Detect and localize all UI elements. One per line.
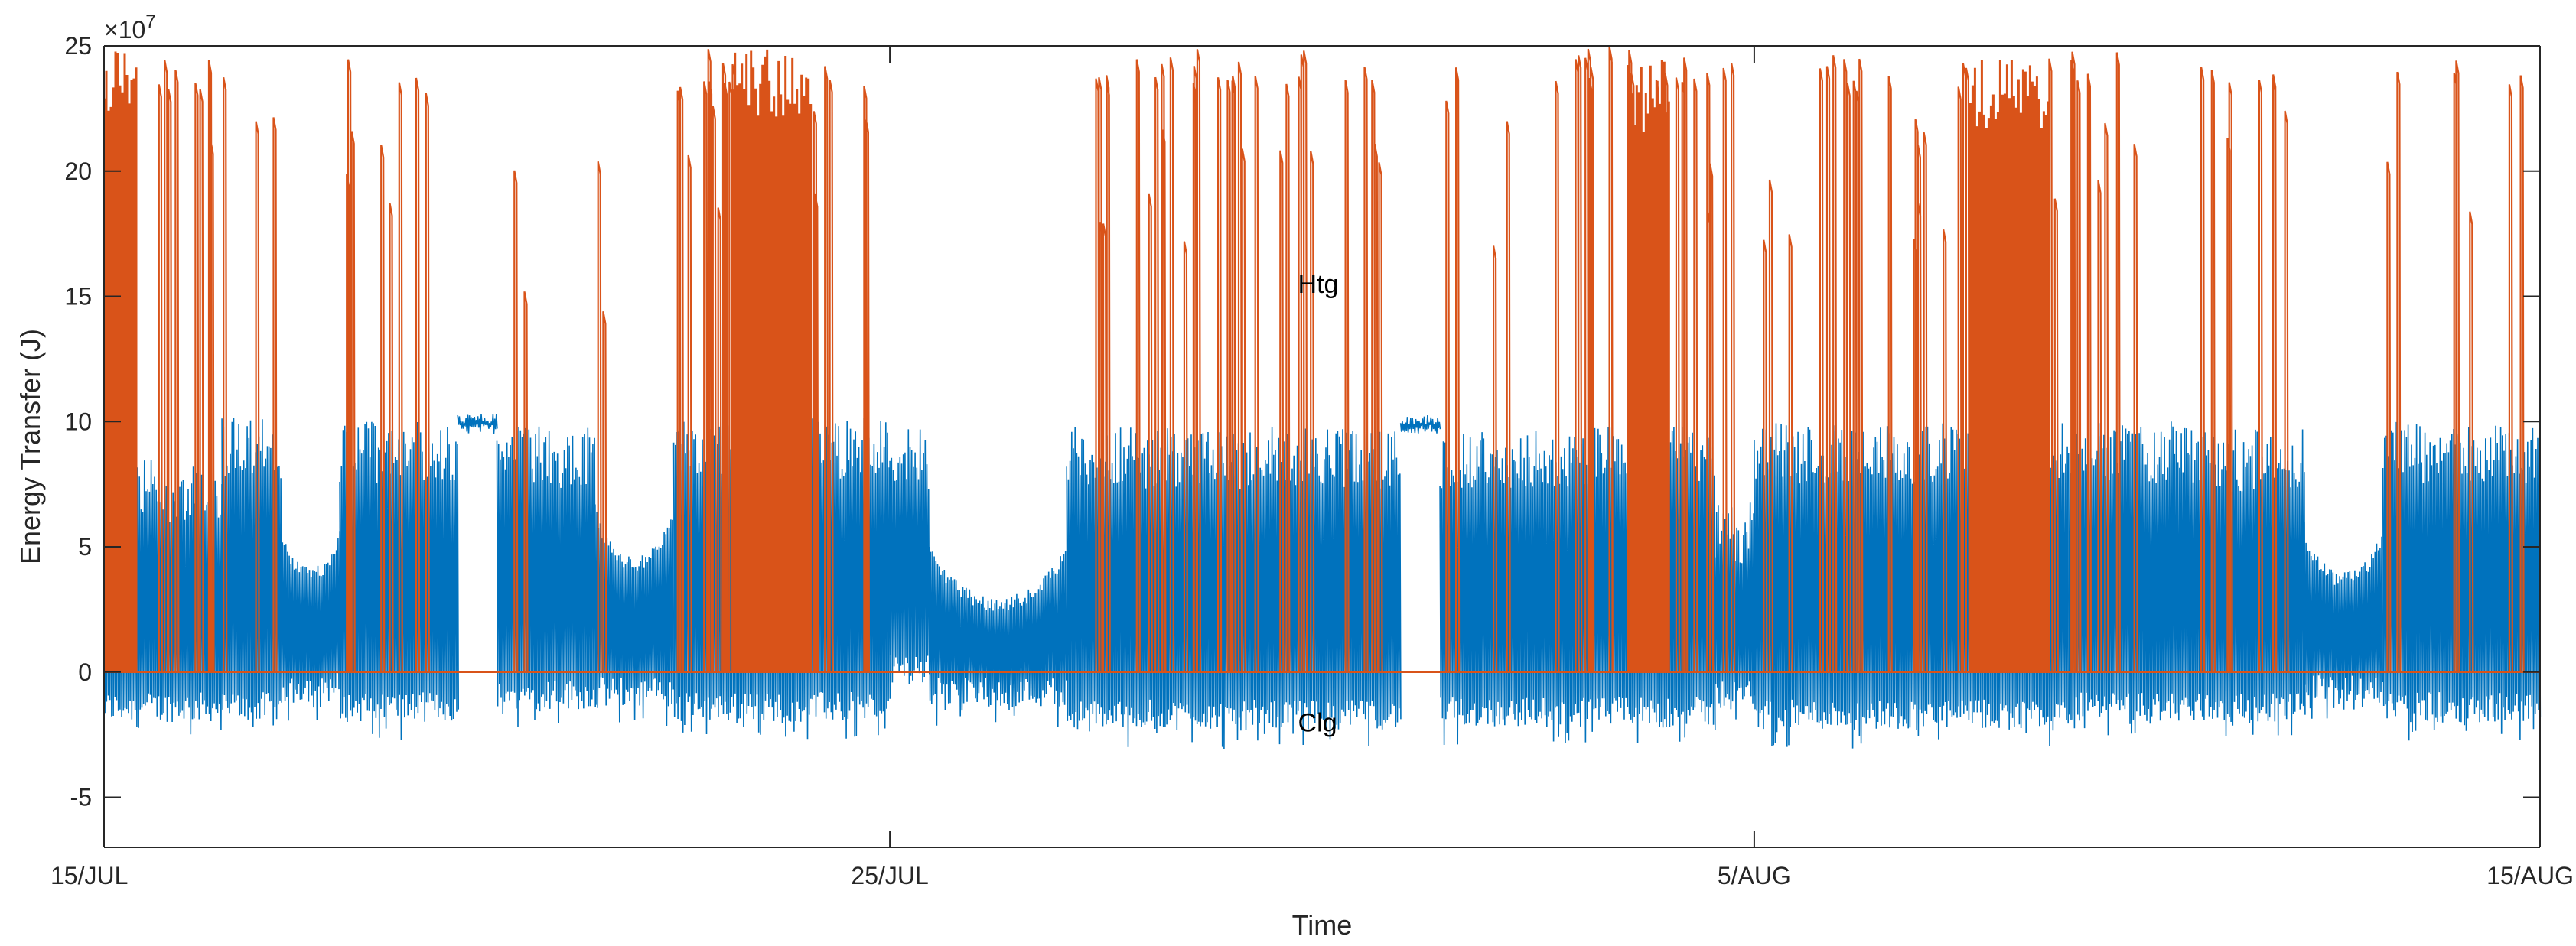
clg-segment-18	[2382, 421, 2542, 741]
htg-dense-15	[1628, 60, 1670, 672]
clg-segment-1	[221, 417, 282, 727]
htg-spikes-11	[1344, 67, 1383, 672]
y-tick-label: 20	[64, 158, 92, 185]
htg-spikes-22	[2386, 60, 2474, 672]
y-tick-label: 25	[64, 32, 92, 60]
htg-spikes-3	[346, 59, 394, 672]
y-tick-label: -5	[70, 784, 92, 811]
htg-series	[103, 46, 2540, 673]
y-tick-label: 5	[78, 533, 92, 561]
x-axis-label: Time	[1292, 909, 1353, 941]
x-tick-label: 25/JUL	[851, 862, 928, 889]
tick-labels: -5 0 5 10 15 20 25 15/JUL 25/JUL 5/AUG 15/AUG	[50, 32, 2574, 889]
htg-spikes-9	[813, 66, 870, 672]
y-axis-label: Energy Transfer (J)	[15, 329, 46, 564]
axes	[103, 45, 2541, 848]
y-exponent-power: 7	[145, 11, 155, 32]
clg-segment-8	[889, 429, 930, 684]
clg-segment-6	[594, 504, 674, 727]
clg-series	[103, 414, 2542, 749]
clg-segment-17	[2304, 522, 2383, 719]
x-tick-label: 15/AUG	[2486, 862, 2574, 889]
htg-spikes-20	[2115, 52, 2138, 672]
x-tick-label: 5/AUG	[1718, 862, 1791, 889]
htg-spikes-17	[1852, 58, 1970, 672]
htg-spikes-13	[1493, 121, 1511, 672]
clg-segment-9	[928, 546, 1067, 727]
y-exponent-label: ×107	[104, 11, 156, 44]
y-exponent-base: ×10	[104, 16, 145, 44]
y-tick-label: 15	[64, 283, 92, 310]
clg-segment-11	[1399, 415, 1441, 434]
htg-spikes-6	[597, 161, 607, 672]
htg-spikes-19	[2048, 51, 2109, 672]
x-tick-label: 15/JUL	[50, 862, 128, 889]
annotation-htg: Htg	[1298, 270, 1339, 299]
htg-spikes-16	[1722, 55, 1851, 672]
htg-spikes-23	[2508, 75, 2525, 672]
htg-spikes-4	[398, 77, 430, 672]
htg-spikes-7	[676, 49, 737, 672]
htg-spikes-10	[1095, 49, 1315, 672]
y-tick-label: 0	[78, 658, 92, 686]
htg-spikes-12	[1445, 67, 1461, 672]
htg-dense-8	[731, 49, 813, 672]
clg-segment-2	[280, 523, 341, 721]
annotation-clg: Clg	[1298, 708, 1337, 737]
htg-spikes-2	[255, 117, 278, 672]
htg-dense-0	[103, 51, 138, 672]
htg-spikes-5	[513, 170, 529, 672]
htg-spikes-1	[158, 60, 228, 672]
clg-segment-10	[1066, 427, 1402, 749]
htg-dense-18	[1969, 60, 2050, 672]
htg-spikes-21	[2200, 67, 2289, 672]
clg-segment-5	[496, 426, 596, 727]
y-tick-label: 10	[64, 408, 92, 435]
clg-segment-4	[457, 414, 498, 434]
